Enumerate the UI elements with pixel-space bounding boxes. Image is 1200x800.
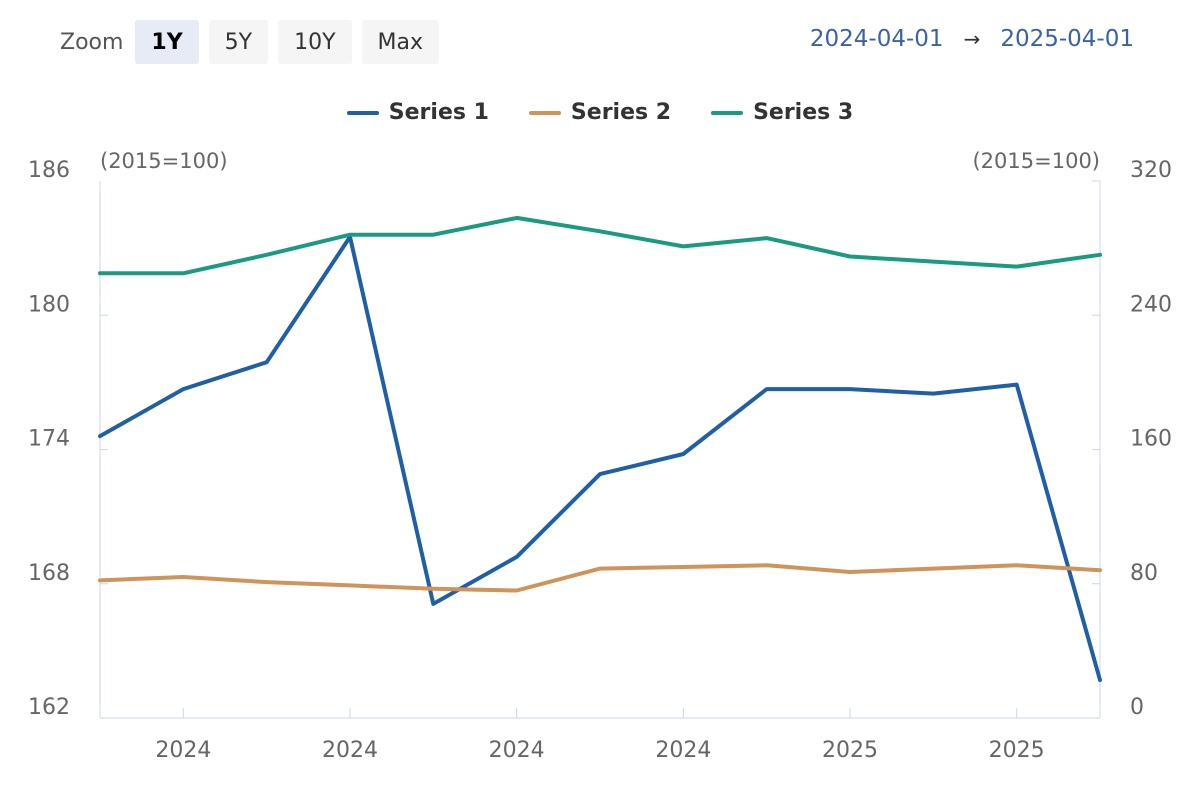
right-tick-label: 160: [1130, 427, 1172, 452]
x-tick-label: 2024: [155, 738, 211, 763]
zoom-toolbar: Zoom 1Y 5Y 10Y Max: [60, 20, 440, 64]
series-line-1[interactable]: [98, 234, 1102, 682]
legend-swatch-series-1: [346, 110, 379, 115]
date-range: 2024-04-01 → 2025-04-01: [810, 26, 1134, 52]
legend-swatch-series-3: [711, 110, 744, 115]
zoom-max-button[interactable]: Max: [361, 20, 440, 64]
series-line-2[interactable]: [98, 563, 1102, 593]
left-axis-ticks: 186 180 174 168 162: [28, 158, 108, 720]
zoom-10y-button[interactable]: 10Y: [278, 20, 352, 64]
legend-label-series-1: Series 1: [388, 100, 489, 125]
legend-item-series-1[interactable]: Series 1: [346, 100, 489, 125]
left-tick-label: 174: [28, 427, 70, 452]
x-tick-label: 2025: [822, 738, 878, 763]
x-tick-label: 2024: [655, 738, 711, 763]
zoom-label: Zoom: [60, 29, 124, 55]
legend-label-series-3: Series 3: [753, 100, 854, 125]
legend-label-series-2: Series 2: [570, 100, 672, 125]
series-layer: [98, 215, 1102, 682]
right-tick-label: 240: [1130, 292, 1172, 317]
legend-swatch-series-2: [528, 110, 561, 115]
x-tick-label: 2024: [489, 738, 545, 763]
x-tick-label: 2025: [989, 738, 1045, 763]
zoom-5y-button[interactable]: 5Y: [208, 20, 269, 64]
series-line-3[interactable]: [98, 215, 1102, 276]
right-tick-label: 320: [1130, 158, 1172, 183]
legend-item-series-3[interactable]: Series 3: [711, 100, 853, 125]
legend-item-series-2[interactable]: Series 2: [528, 100, 672, 125]
left-tick-label: 162: [28, 695, 70, 720]
right-tick-label: 80: [1130, 561, 1158, 586]
zoom-1y-button[interactable]: 1Y: [135, 20, 199, 64]
range-to-date[interactable]: 2025-04-01: [1000, 26, 1134, 52]
left-tick-label: 186: [28, 158, 70, 183]
x-tick-label: 2024: [322, 738, 378, 763]
right-axis-ticks: 320 240 160 80 0: [1092, 158, 1172, 720]
right-tick-label: 0: [1130, 695, 1144, 720]
left-tick-label: 180: [28, 292, 70, 317]
chart-legend: Series 1 Series 2 Series 3: [0, 100, 1200, 125]
left-tick-label: 168: [28, 561, 70, 586]
x-axis-ticks: 2024 2024 2024 2024 2025 2025: [155, 708, 1045, 763]
range-arrow: →: [963, 27, 981, 51]
right-axis-unit-label: (2015=100): [972, 149, 1100, 173]
range-from-date[interactable]: 2024-04-01: [809, 26, 944, 52]
left-axis-unit-label: (2015=100): [100, 149, 228, 173]
